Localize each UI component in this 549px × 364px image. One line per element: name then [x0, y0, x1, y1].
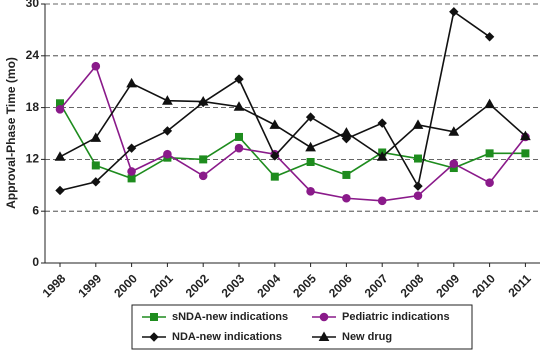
data-point	[377, 118, 387, 128]
legend-marker	[319, 312, 329, 322]
x-tick-label: 2008	[398, 271, 427, 300]
x-tick-label: 2009	[433, 271, 462, 300]
y-tick-label: 18	[26, 100, 40, 114]
data-point	[414, 154, 422, 163]
data-point	[342, 193, 351, 203]
data-point	[90, 132, 102, 142]
x-tick-label: 2007	[362, 271, 391, 300]
x-tick-label: 1999	[75, 271, 104, 300]
data-point	[234, 74, 244, 84]
legend-label: sNDA-new indications	[172, 311, 288, 323]
data-point	[376, 151, 388, 161]
data-point	[91, 61, 101, 71]
data-point	[197, 96, 209, 106]
x-tick-label: 2011	[505, 271, 534, 300]
data-point	[55, 185, 65, 196]
x-tick-label: 2002	[183, 271, 212, 300]
data-point	[162, 126, 173, 136]
data-point	[199, 155, 208, 164]
data-point	[55, 105, 65, 114]
x-tick-label: 2010	[469, 271, 498, 300]
x-tick-label: 2005	[290, 271, 319, 300]
data-point	[235, 132, 243, 141]
y-tick-label: 12	[26, 152, 40, 166]
data-point	[127, 174, 136, 183]
data-point	[413, 191, 423, 200]
data-point	[54, 151, 66, 161]
data-point	[126, 143, 137, 153]
x-tick-label: 2001	[147, 271, 176, 300]
data-point	[341, 133, 352, 144]
legend-box	[131, 304, 473, 350]
data-point	[233, 101, 245, 111]
data-point	[270, 151, 280, 161]
data-point	[234, 143, 244, 153]
data-point	[412, 119, 424, 129]
legend-label: Pediatric indications	[342, 311, 450, 323]
legend-marker	[149, 332, 159, 342]
series-line	[59, 82, 526, 158]
data-point	[305, 141, 316, 152]
y-axis-label: Approval-Phase Time (mo)	[4, 57, 18, 209]
data-point	[341, 127, 352, 137]
data-point	[413, 181, 423, 191]
data-point	[449, 159, 459, 169]
legend-label: New drug	[342, 331, 392, 343]
data-point	[448, 126, 460, 136]
data-point	[484, 98, 495, 109]
data-point	[91, 161, 100, 170]
data-point	[269, 119, 281, 129]
data-point	[377, 196, 387, 206]
y-tick-label: 0	[32, 255, 39, 269]
data-point	[198, 171, 208, 181]
data-point	[127, 167, 136, 176]
data-point	[162, 95, 173, 105]
data-point	[91, 177, 101, 187]
data-point	[305, 112, 316, 122]
data-point	[306, 187, 315, 196]
legend-marker	[318, 331, 330, 341]
x-tick-label: 2003	[219, 271, 248, 300]
series-line	[59, 64, 527, 202]
data-point	[484, 32, 495, 42]
y-tick-label: 6	[32, 203, 39, 217]
data-point	[163, 149, 172, 159]
data-point	[270, 172, 279, 181]
data-point	[449, 7, 459, 17]
y-tick-label: 24	[26, 48, 40, 62]
data-point	[485, 178, 494, 188]
data-point	[126, 77, 137, 88]
data-point	[521, 149, 530, 158]
x-tick-label: 1998	[40, 271, 69, 300]
data-point	[306, 157, 315, 166]
legend-label: NDA-new indications	[172, 331, 282, 343]
x-tick-label: 2000	[111, 271, 140, 300]
x-tick-label: 2006	[326, 271, 355, 300]
x-tick-label: 2004	[254, 271, 283, 300]
data-point	[485, 149, 494, 158]
series-line	[59, 102, 526, 180]
series-line	[59, 10, 491, 192]
data-point	[342, 170, 351, 179]
y-tick-label: 30	[26, 0, 40, 10]
data-point	[520, 130, 531, 141]
legend-marker	[150, 313, 158, 321]
